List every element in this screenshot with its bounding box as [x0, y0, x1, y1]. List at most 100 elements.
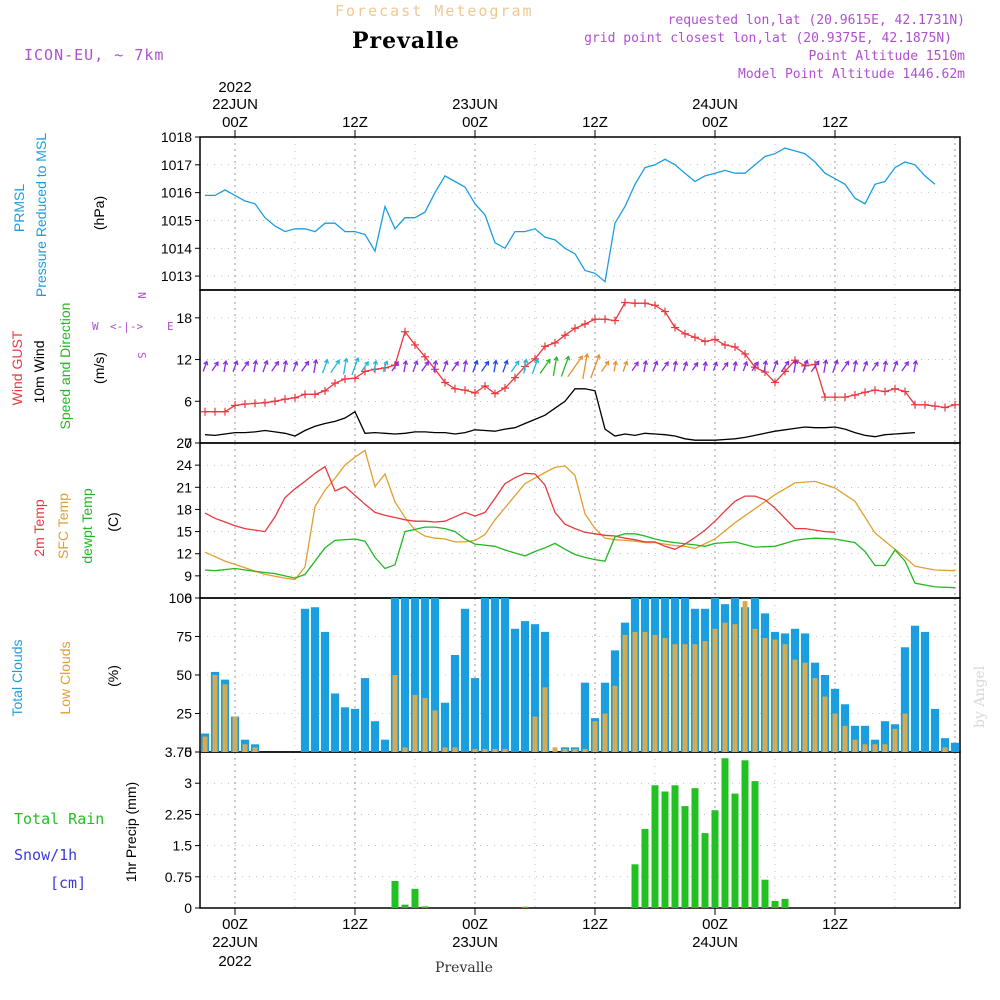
y-tick-label: 1017 — [161, 157, 192, 173]
wind-arrow-head — [534, 358, 540, 364]
wind-arrow-head — [803, 359, 809, 365]
x-tick-label-top: 12Z — [342, 114, 368, 131]
wind-direction-arrow — [810, 360, 820, 373]
wind-arrow-head — [413, 359, 419, 366]
wind-arrow-head — [354, 356, 360, 363]
wind-arrow-head — [484, 360, 490, 366]
low-cloud-bar — [802, 662, 808, 752]
wind-arrow-head — [443, 360, 449, 366]
wind-direction-arrow — [211, 361, 219, 372]
wind-direction-arrow — [262, 360, 268, 373]
wind-direction-arrow — [493, 360, 497, 373]
rain-bar — [751, 781, 759, 908]
compass-east: E — [167, 320, 174, 333]
wind-arrow-head — [335, 359, 340, 365]
pressure-unit: (hPa) — [91, 196, 107, 230]
low-cloud-bar — [542, 687, 548, 752]
wind-direction-arrow — [871, 362, 879, 371]
total-cloud-bar — [450, 654, 460, 752]
clouds-label-1: Total Clouds — [9, 639, 25, 716]
x-tick-label-top: 12Z — [822, 114, 848, 131]
wind-direction-arrow — [232, 360, 238, 373]
wind-arrow-head — [323, 358, 329, 364]
low-cloud-bar — [842, 725, 848, 752]
wind-arrow-head — [642, 359, 649, 365]
wind-arrow-head — [233, 360, 239, 366]
wind-arrow-head — [754, 361, 759, 367]
wind-direction-arrow — [840, 361, 850, 372]
wind-direction-arrow — [502, 360, 508, 373]
total-cloud-bar — [480, 598, 490, 752]
rain-bar — [711, 810, 719, 908]
wind-direction-arrow — [560, 356, 570, 377]
wind-direction-arrow — [292, 361, 298, 372]
wind-arrow-head — [222, 359, 229, 366]
wind-direction-arrow — [271, 361, 279, 372]
wind-arrow-head — [545, 358, 551, 364]
rain-bar — [701, 833, 709, 908]
wind-direction-arrow — [567, 355, 583, 378]
x-tick-label-bottom: 23JUN — [452, 934, 498, 951]
wind-arrow-head — [244, 360, 249, 366]
wind-unit: (m/s) — [91, 352, 107, 384]
wind-direction-arrow — [391, 361, 399, 372]
total-cloud-bar — [520, 621, 530, 752]
wind-arrow-head — [454, 361, 459, 367]
wind-direction-arrow — [301, 361, 309, 372]
wind-direction-arrow — [772, 360, 778, 373]
rain-bar — [411, 888, 419, 908]
low-cloud-bar — [602, 713, 608, 752]
temp-unit: (C) — [105, 512, 121, 531]
low-cloud-bar — [212, 675, 218, 752]
low-cloud-bar — [692, 644, 698, 752]
total-cloud-bar — [510, 628, 520, 752]
compass-north: N — [135, 292, 148, 299]
total-cloud-bar — [940, 738, 950, 752]
wind-arrow-head — [873, 361, 879, 367]
requested-coords: requested lon,lat (20.9615E, 42.1731N) — [668, 13, 965, 28]
wind-arrow-head — [702, 360, 708, 367]
wind-direction-arrow — [892, 361, 898, 372]
wind-arrow-head — [604, 360, 610, 366]
low-cloud-bar — [882, 744, 888, 752]
low-cloud-bar — [482, 748, 488, 752]
y-tick-label: 18 — [176, 501, 192, 517]
wind-direction-arrow — [673, 361, 677, 372]
total-cloud-bar — [470, 678, 480, 752]
wind-arrow-head — [882, 360, 889, 366]
rain-bar — [731, 793, 739, 908]
precip-unit: 1hr Precip (mm) — [123, 782, 139, 882]
wind-arrow-head — [634, 361, 639, 367]
x-tick-label-bottom: 2022 — [218, 953, 251, 970]
wind-arrow-head — [293, 360, 299, 366]
dewpoint-line — [204, 526, 956, 589]
y-tick-label: 18 — [176, 310, 192, 326]
wind-direction-arrow — [463, 360, 467, 373]
x-tick-label-top: 22JUN — [212, 96, 258, 113]
wind-direction-arrow — [382, 361, 388, 372]
wind-direction-arrow — [510, 360, 520, 373]
wind-arrow-head — [394, 361, 399, 367]
rain-bar — [421, 906, 429, 908]
y-tick-label: 50 — [176, 667, 192, 683]
low-cloud-bar — [672, 644, 678, 752]
wind-arrow-head — [523, 358, 529, 364]
wind-speed-line — [204, 388, 916, 441]
y-tick-label: 25 — [176, 706, 192, 722]
y-tick-label: 0.75 — [165, 869, 192, 885]
model-label: ICON-EU, ~ 7km — [24, 46, 164, 64]
total-cloud-bar — [490, 598, 500, 752]
y-tick-label: 6 — [184, 393, 192, 409]
total-cloud-bar — [400, 598, 410, 752]
rain-bar — [691, 788, 699, 908]
low-cloud-bar — [422, 698, 428, 752]
total-cloud-bar — [500, 598, 510, 752]
low-cloud-bar — [742, 601, 748, 752]
x-tick-label-bottom: 12Z — [822, 916, 848, 933]
low-cloud-bar — [442, 747, 448, 752]
wind-direction-arrow — [853, 360, 857, 373]
wind-direction-arrow — [661, 361, 669, 372]
wind-direction-arrow — [481, 361, 489, 372]
wind-arrow-head — [683, 360, 689, 367]
rain-bar — [671, 785, 679, 908]
